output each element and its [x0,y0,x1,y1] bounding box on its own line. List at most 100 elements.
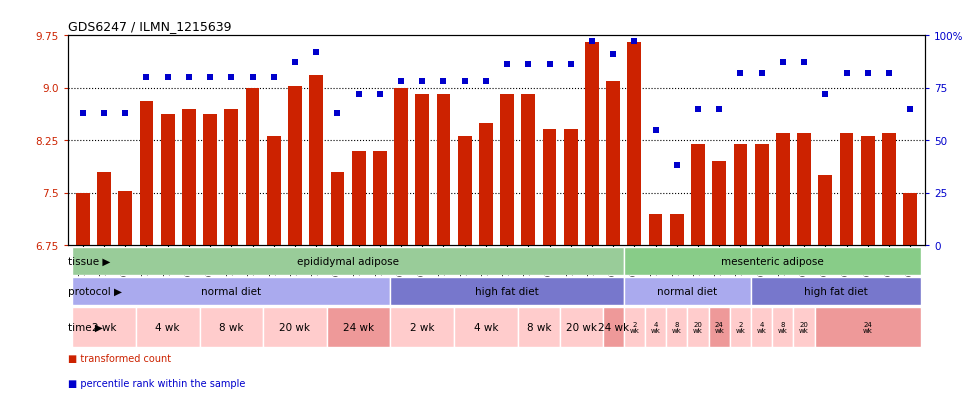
Bar [479,123,493,245]
Bar [76,193,90,245]
Bar [97,172,111,245]
Bar [794,307,814,347]
Bar [458,137,471,245]
Point [118,110,133,117]
Text: 8 wk: 8 wk [526,322,551,332]
Text: tissue ▶: tissue ▶ [69,256,111,266]
Bar [585,43,599,245]
Bar [649,214,662,245]
Bar [224,109,238,245]
Point [903,106,918,112]
Text: time ▶: time ▶ [69,322,103,332]
Bar [627,43,641,245]
Bar [772,307,794,347]
Bar [776,134,790,245]
Point [75,110,91,117]
Text: 2 wk: 2 wk [92,322,117,332]
Text: 4
wk: 4 wk [757,322,766,333]
Point [859,70,875,77]
Bar [564,130,577,245]
Bar [521,95,535,245]
Point [287,60,303,66]
Text: 2
wk: 2 wk [629,322,639,333]
Bar [73,307,136,347]
Bar [751,307,772,347]
Bar [517,307,561,347]
Bar [818,176,832,245]
Bar [136,307,200,347]
Bar [730,307,751,347]
Text: 20 wk: 20 wk [565,322,597,332]
Bar [687,307,709,347]
Point [309,50,324,56]
Point [881,70,897,77]
Point [457,79,472,85]
Text: ■ transformed count: ■ transformed count [68,354,172,363]
Text: 24 wk: 24 wk [598,322,629,332]
Text: 8 wk: 8 wk [220,322,244,332]
Bar [904,193,917,245]
Bar [645,307,666,347]
Bar [500,95,514,245]
Point [754,70,769,77]
Bar [814,307,921,347]
Bar [882,134,896,245]
Text: 2 wk: 2 wk [410,322,434,332]
Bar [390,277,624,305]
Bar [394,88,408,245]
Text: 24 wk: 24 wk [343,322,374,332]
Bar [436,95,451,245]
Bar [709,307,730,347]
Bar [161,115,174,245]
Bar [624,277,751,305]
Bar [267,137,280,245]
Bar [454,307,517,347]
Point [839,70,855,77]
Text: GDS6247 / ILMN_1215639: GDS6247 / ILMN_1215639 [68,20,231,33]
Bar [73,247,624,275]
Text: high fat diet: high fat diet [475,286,539,296]
Point [393,79,409,85]
Bar [624,307,645,347]
Bar [712,161,726,245]
Text: protocol ▶: protocol ▶ [69,286,122,296]
Bar [352,151,366,245]
Text: 20 wk: 20 wk [279,322,311,332]
Point [329,110,345,117]
Point [499,62,514,69]
Point [436,79,452,85]
Bar [139,102,154,245]
Text: epididymal adipose: epididymal adipose [297,256,399,266]
Bar [119,192,132,245]
Point [563,62,578,69]
Point [690,106,706,112]
Bar [182,109,196,245]
Bar [203,115,217,245]
Point [606,52,621,58]
Point [138,74,154,81]
Text: normal diet: normal diet [201,286,262,296]
Bar [416,95,429,245]
Point [584,39,600,45]
Text: mesenteric adipose: mesenteric adipose [721,256,823,266]
Bar [330,172,344,245]
Text: 20
wk: 20 wk [693,322,703,333]
Point [223,74,239,81]
Bar [670,214,684,245]
Bar [543,130,557,245]
Point [181,74,197,81]
Point [626,39,642,45]
Bar [373,151,387,245]
Bar [561,307,603,347]
Bar [246,88,260,245]
Text: 2
wk: 2 wk [736,322,746,333]
Point [415,79,430,85]
Text: 8
wk: 8 wk [778,322,788,333]
Bar [797,134,811,245]
Point [245,74,261,81]
Text: 4 wk: 4 wk [473,322,498,332]
Point [96,110,112,117]
Text: ■ percentile rank within the sample: ■ percentile rank within the sample [68,378,245,388]
Bar [751,277,921,305]
Text: high fat diet: high fat diet [804,286,867,296]
